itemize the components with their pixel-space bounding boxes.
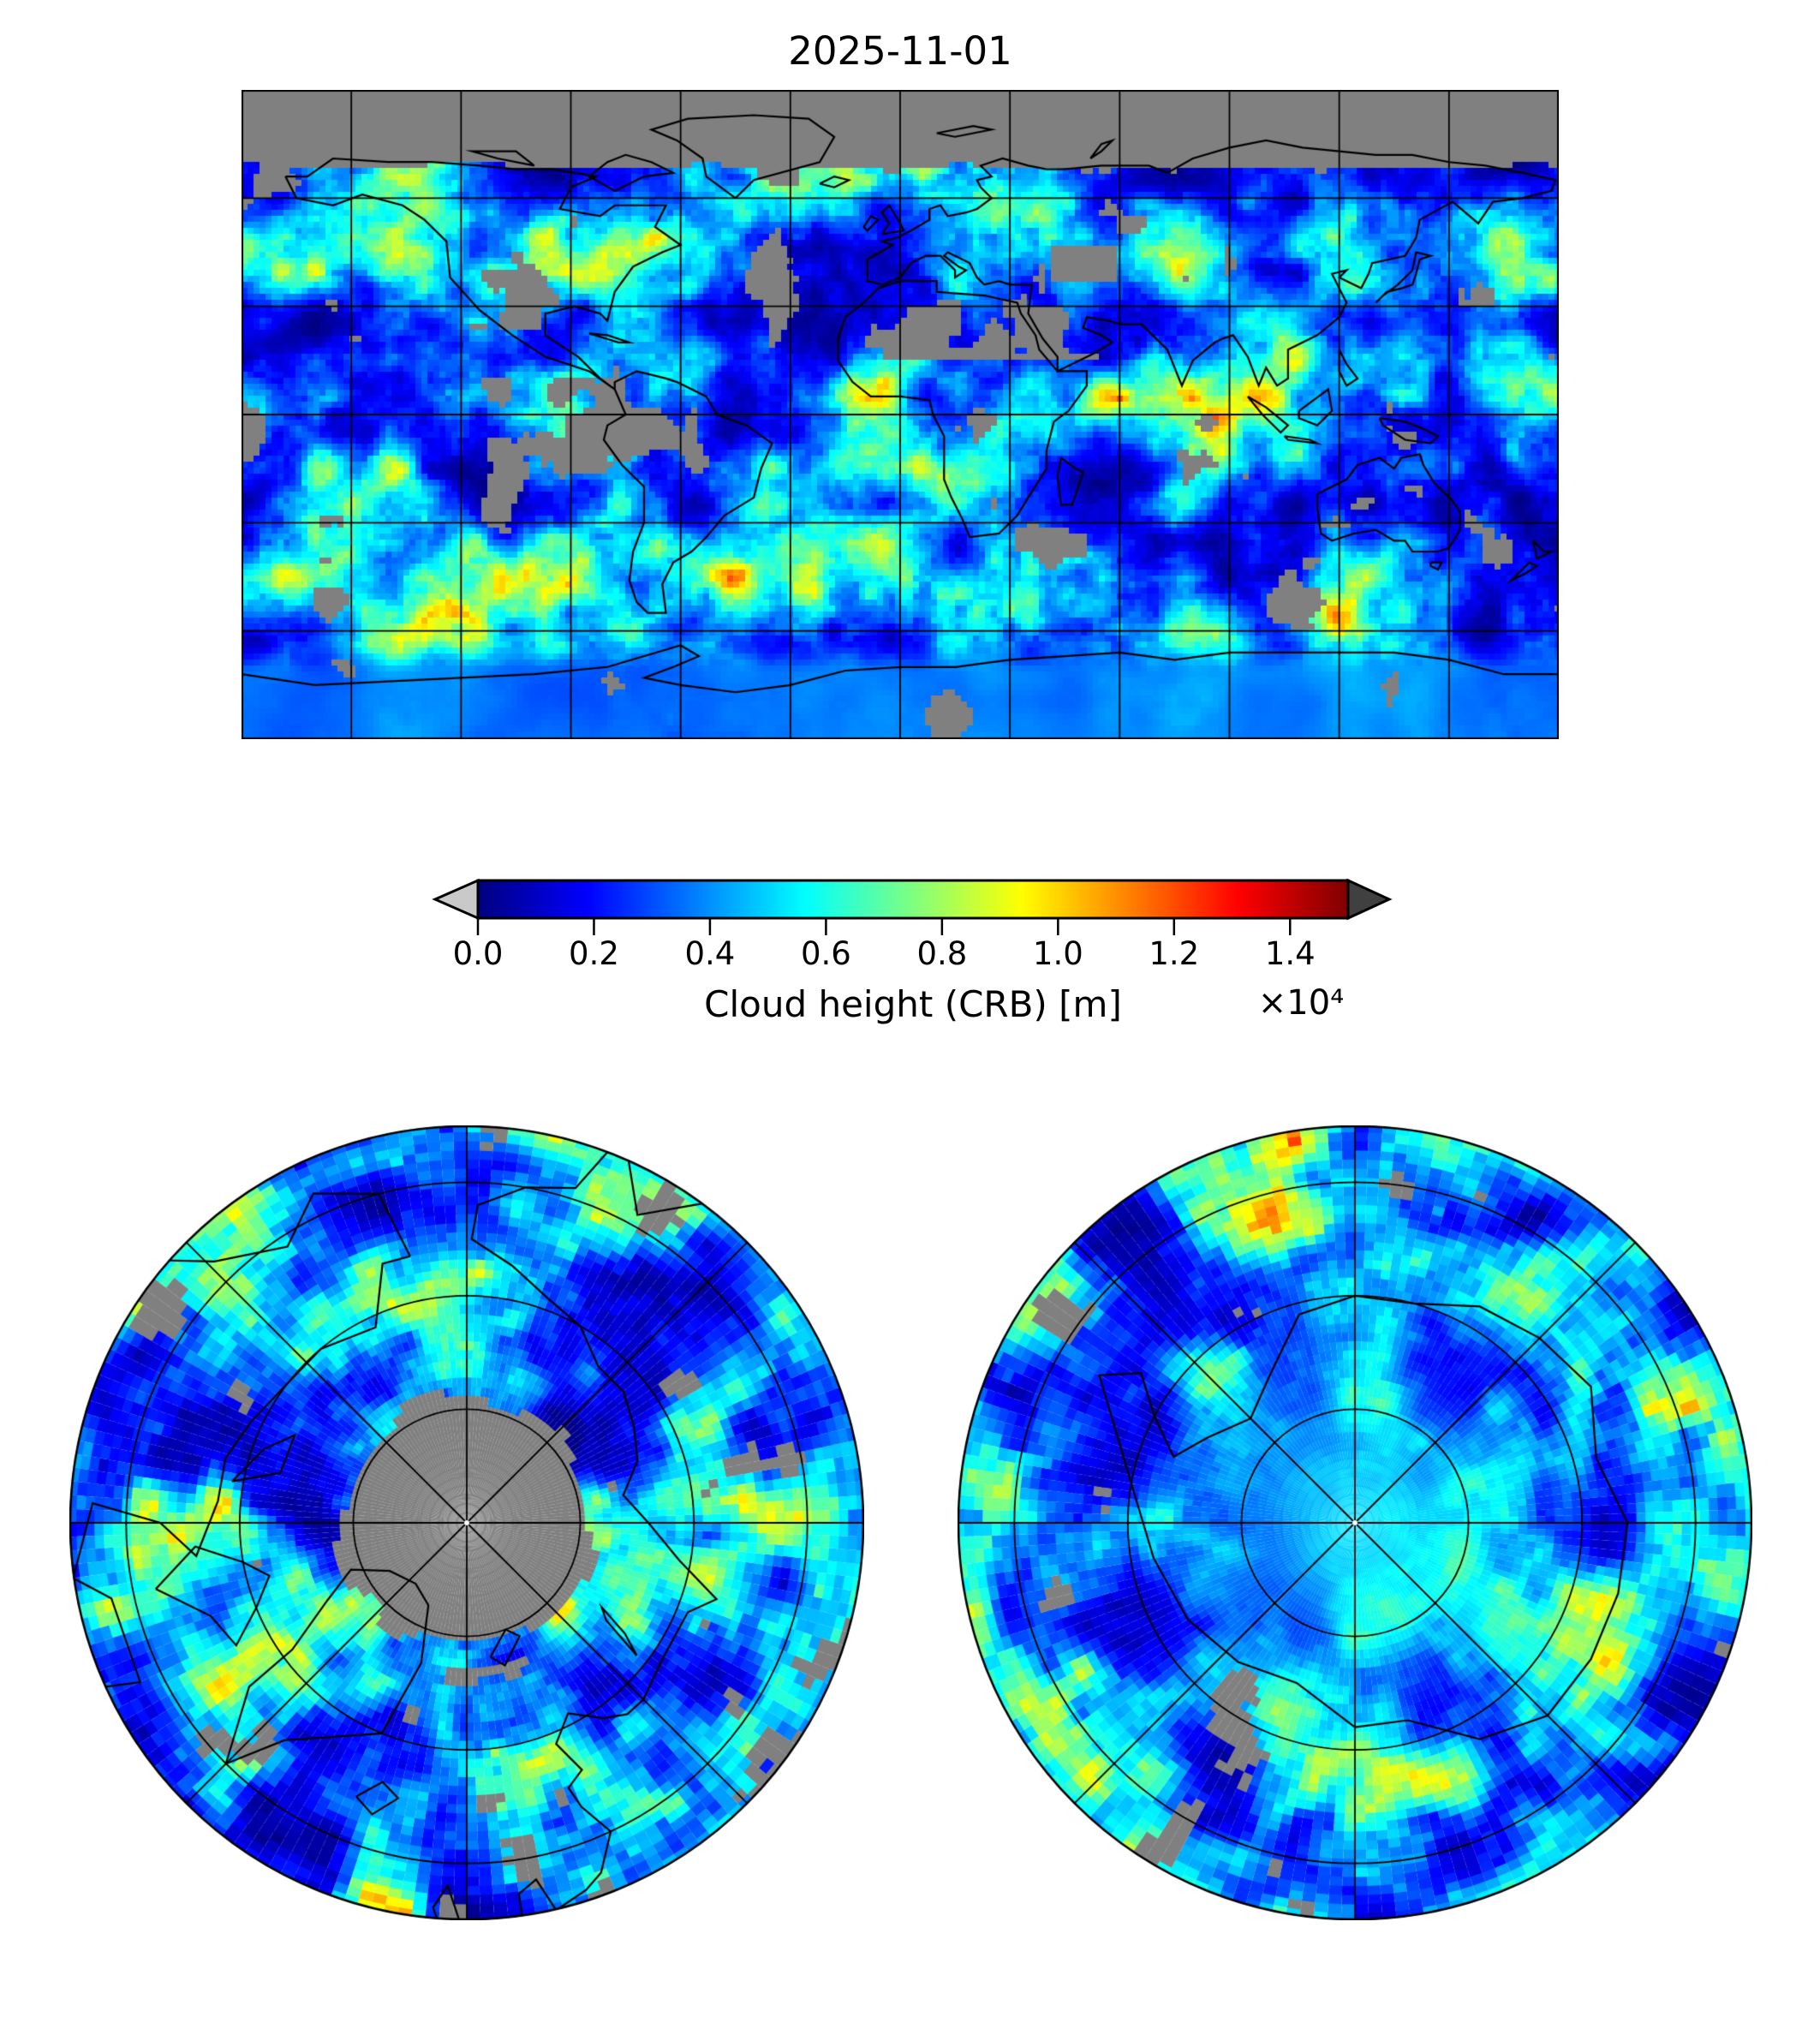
- north-polar-map-panel: [69, 1125, 864, 1920]
- colorbar-over-arrow: [1346, 878, 1393, 921]
- colorbar-gradient: [478, 880, 1348, 918]
- colorbar-under-arrow: [432, 878, 480, 921]
- colorbar-tick-label: 0.8: [916, 935, 968, 972]
- colorbar-tick-label: 0.0: [452, 935, 504, 972]
- figure-title: 2025-11-01: [788, 28, 1012, 74]
- colorbar-tick-marks: [476, 918, 1292, 935]
- colorbar-tick-label: 0.6: [800, 935, 851, 972]
- colorbar-offset-text: ×10⁴: [1257, 983, 1345, 1023]
- global-map-panel: [242, 90, 1559, 739]
- colorbar-tick-label: 1.2: [1149, 935, 1200, 972]
- colorbar-tick-label: 1.4: [1264, 935, 1316, 972]
- colorbar-tick-label: 1.0: [1032, 935, 1083, 972]
- colorbar-tick-label: 0.2: [569, 935, 619, 972]
- south-polar-map-panel: [958, 1125, 1752, 1920]
- colorbar-label: Cloud height (CRB) [m]: [704, 983, 1122, 1025]
- colorbar-tick-label: 0.4: [684, 935, 736, 972]
